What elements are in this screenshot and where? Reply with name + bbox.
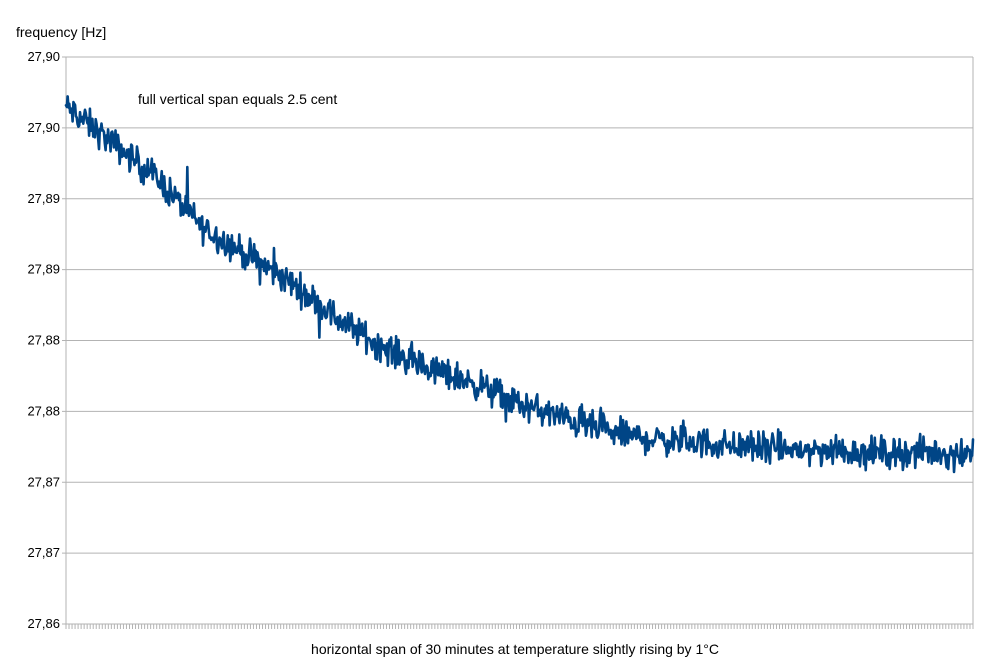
- y-axis-tick-labels: 27,90 27,90 27,89 27,89 27,88 27,88 27,87 27,87…: [27, 49, 60, 631]
- y-tick-label: 27,90: [27, 120, 60, 135]
- y-axis-label: frequency [Hz]: [16, 24, 106, 40]
- y-tick-label: 27,86: [27, 616, 60, 631]
- chart-annotation: full vertical span equals 2.5 cent: [138, 91, 337, 107]
- x-axis-label: horizontal span of 30 minutes at tempera…: [311, 641, 719, 657]
- y-tick-label: 27,90: [27, 49, 60, 64]
- y-tick-label: 27,89: [27, 262, 60, 277]
- y-tick-label: 27,87: [27, 474, 60, 489]
- y-tick-label: 27,88: [27, 403, 60, 418]
- series-line-frequency: [64, 95, 975, 474]
- x-axis-ticks: [65, 624, 974, 629]
- y-tick-label: 27,87: [27, 545, 60, 560]
- y-tick-label: 27,88: [27, 333, 60, 348]
- y-tick-label: 27,89: [27, 191, 60, 206]
- gridlines: [62, 56, 974, 625]
